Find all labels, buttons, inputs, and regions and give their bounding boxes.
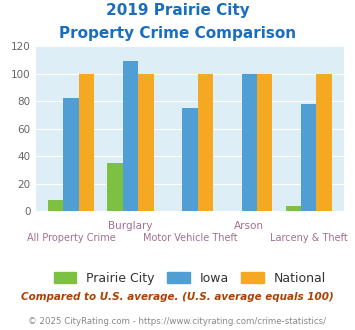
Text: Arson: Arson <box>234 221 264 231</box>
Bar <box>79 74 94 211</box>
Legend: Prairie City, Iowa, National: Prairie City, Iowa, National <box>49 267 331 290</box>
Text: Larceny & Theft: Larceny & Theft <box>270 233 348 243</box>
Text: Compared to U.S. average. (U.S. average equals 100): Compared to U.S. average. (U.S. average … <box>21 292 334 302</box>
Bar <box>316 74 332 211</box>
Bar <box>257 74 273 211</box>
Text: Burglary: Burglary <box>108 221 153 231</box>
Text: © 2025 CityRating.com - https://www.cityrating.com/crime-statistics/: © 2025 CityRating.com - https://www.city… <box>28 317 327 326</box>
Bar <box>107 163 123 211</box>
Text: 2019 Prairie City: 2019 Prairie City <box>106 3 249 18</box>
Text: All Property Crime: All Property Crime <box>27 233 115 243</box>
Text: Property Crime Comparison: Property Crime Comparison <box>59 26 296 41</box>
Bar <box>138 74 154 211</box>
Bar <box>48 200 64 211</box>
Bar <box>242 74 257 211</box>
Bar <box>182 108 198 211</box>
Bar <box>64 98 79 211</box>
Text: Motor Vehicle Theft: Motor Vehicle Theft <box>143 233 237 243</box>
Bar <box>285 206 301 211</box>
Bar <box>198 74 213 211</box>
Bar <box>123 61 138 211</box>
Bar <box>301 104 316 211</box>
